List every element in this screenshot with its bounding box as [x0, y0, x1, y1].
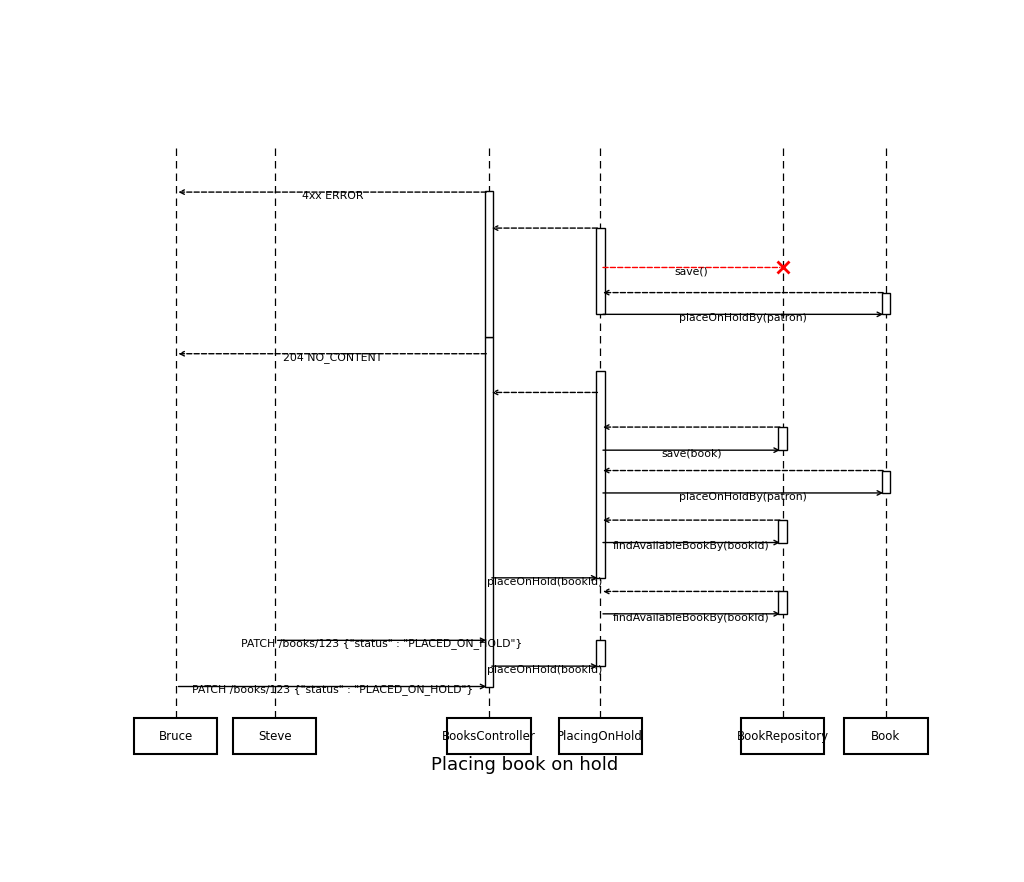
Bar — [596, 228, 604, 314]
Text: Bruce: Bruce — [159, 729, 193, 743]
Bar — [882, 293, 890, 314]
Bar — [134, 719, 217, 754]
Text: save(): save() — [675, 266, 709, 276]
Text: placeOnHold(bookId): placeOnHold(bookId) — [487, 665, 602, 675]
Bar — [447, 719, 530, 754]
Text: BookRepository: BookRepository — [736, 729, 828, 743]
Text: PlacingOnHold: PlacingOnHold — [557, 729, 643, 743]
Bar — [596, 640, 604, 666]
Text: placeOnHold(bookId): placeOnHold(bookId) — [487, 577, 602, 587]
Text: Book: Book — [871, 729, 900, 743]
Text: placeOnHoldBy(patron): placeOnHoldBy(patron) — [679, 492, 807, 502]
Bar — [484, 337, 494, 686]
Text: Steve: Steve — [258, 729, 292, 743]
Bar — [558, 719, 642, 754]
Bar — [778, 520, 787, 542]
Text: PATCH /books/123 {"status" : "PLACED_ON_HOLD"}: PATCH /books/123 {"status" : "PLACED_ON_… — [191, 684, 473, 695]
Text: 204 NO_CONTENT: 204 NO_CONTENT — [283, 352, 382, 363]
Bar — [778, 427, 787, 450]
Text: 4xx ERROR: 4xx ERROR — [302, 191, 364, 201]
Text: findAvailableBookBy(bookId): findAvailableBookBy(bookId) — [613, 613, 770, 623]
Bar — [844, 719, 928, 754]
Text: BooksController: BooksController — [442, 729, 536, 743]
Text: findAvailableBookBy(bookId): findAvailableBookBy(bookId) — [613, 542, 770, 551]
Bar — [596, 370, 604, 578]
Bar — [741, 719, 824, 754]
Bar — [233, 719, 316, 754]
Bar — [484, 191, 494, 337]
Text: save(book): save(book) — [662, 449, 722, 459]
Text: PATCH /books/123 {"status" : "PLACED_ON_HOLD"}: PATCH /books/123 {"status" : "PLACED_ON_… — [242, 639, 522, 649]
Bar — [882, 470, 890, 493]
Bar — [778, 592, 787, 614]
Text: Placing book on hold: Placing book on hold — [431, 756, 618, 774]
Text: placeOnHoldBy(patron): placeOnHoldBy(patron) — [679, 313, 807, 323]
